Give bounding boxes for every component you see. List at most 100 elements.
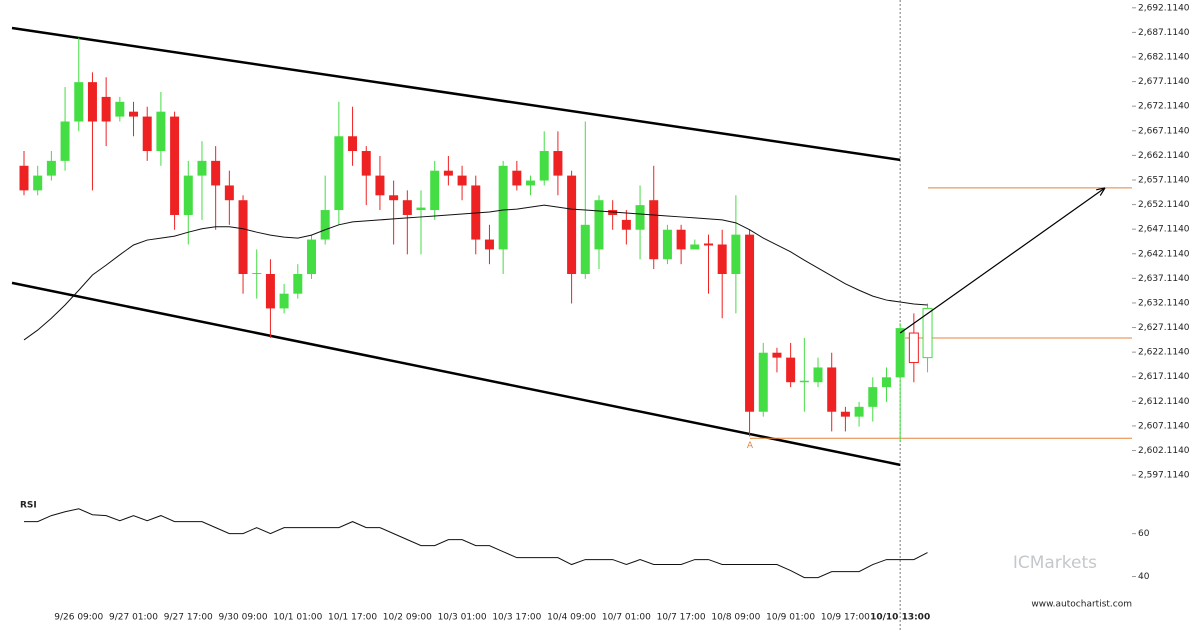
candle-body (87, 82, 97, 122)
x-tick-label: 10/9 01:00 (766, 613, 815, 623)
y-tick-label: 2,617.1140 (1138, 372, 1190, 382)
candle-body (881, 377, 891, 388)
candle-body (389, 195, 399, 201)
y-tick-label: 2,597.1140 (1138, 471, 1190, 481)
x-tick-label: 10/7 01:00 (602, 613, 651, 623)
candle-body (745, 234, 755, 412)
candle-body (101, 96, 111, 122)
candle-body (19, 165, 29, 191)
x-tick-label: 10/3 17:00 (492, 613, 541, 623)
candle-body (183, 175, 193, 215)
y-tick-label: 2,682.1140 (1138, 52, 1190, 62)
candle-body (443, 170, 453, 176)
candle-body (649, 200, 659, 260)
candle-body (799, 380, 809, 383)
candle-body (457, 175, 467, 186)
rsi-title: RSI (20, 501, 37, 511)
x-tick-label: 9/27 01:00 (109, 613, 158, 623)
x-tick-label: 10/1 01:00 (273, 613, 322, 623)
y-tick-label: 2,627.1140 (1138, 323, 1190, 333)
candle-body (662, 229, 672, 260)
candle-body (293, 273, 303, 294)
x-tick-label: 10/2 09:00 (383, 613, 432, 623)
x-tick-label: 10/1 17:00 (328, 613, 377, 623)
moving-average (23, 204, 928, 341)
candle-body (252, 273, 262, 275)
channel-line (11, 281, 901, 467)
candle-body (498, 165, 508, 250)
candle-body (594, 200, 604, 250)
y-tick-label: 2,652.1140 (1138, 200, 1190, 210)
candle-body (840, 411, 850, 417)
candle-body (813, 367, 823, 383)
candle-body (484, 239, 494, 250)
candle-body (676, 229, 686, 250)
y-tick-label: 2,672.1140 (1138, 102, 1190, 112)
candle-body (197, 160, 207, 176)
y-tick-label: 60 (1138, 529, 1150, 539)
candle-body (33, 175, 43, 191)
candle-body (908, 332, 919, 364)
arrow-head (1096, 187, 1106, 196)
candle-body (320, 210, 330, 240)
x-tick-label: 9/26 09:00 (54, 613, 103, 623)
candle-body (129, 111, 139, 117)
candle-body (211, 160, 221, 186)
candle-body (348, 136, 358, 152)
candle-body (224, 185, 234, 201)
candle-body (265, 273, 275, 309)
candle-body (690, 244, 700, 250)
rsi-line (24, 508, 928, 579)
x-tick-label: 9/27 17:00 (164, 613, 213, 623)
y-tick-label: 2,687.1140 (1138, 28, 1190, 38)
x-tick-label: 10/3 01:00 (438, 613, 487, 623)
candle-body (717, 244, 727, 274)
y-tick-label: 2,677.1140 (1138, 77, 1190, 87)
y-tick-label: 2,692.1140 (1138, 3, 1190, 13)
candle-body (731, 234, 741, 274)
candle-body (567, 175, 577, 274)
x-tick-label: 10/9 17:00 (821, 613, 870, 623)
marker-label: A (747, 441, 754, 451)
candle-body (580, 224, 590, 274)
candle-body (416, 207, 426, 211)
y-tick-label: 2,642.1140 (1138, 249, 1190, 259)
candle-body (539, 151, 549, 181)
candle-body (895, 328, 905, 378)
y-tick-label: 40 (1138, 572, 1150, 582)
watermark: ICMarkets (1013, 553, 1097, 573)
candle-body (827, 367, 837, 412)
candle-body (361, 151, 371, 176)
y-tick-label: 2,637.1140 (1138, 274, 1190, 284)
candle-body (786, 357, 796, 383)
y-tick-label: 2,622.1140 (1138, 348, 1190, 358)
x-tick-label: 9/30 09:00 (219, 613, 268, 623)
candle-body (512, 170, 522, 186)
candle-body (46, 160, 56, 176)
y-tick-label: 2,657.1140 (1138, 175, 1190, 185)
candle-body (430, 170, 440, 211)
y-tick-label: 2,662.1140 (1138, 151, 1190, 161)
source: www.autochartist.com (1031, 600, 1132, 610)
candle-body (334, 136, 344, 211)
candle-body (74, 82, 84, 122)
x-tick-label: 10/7 17:00 (657, 613, 706, 623)
x-tick-label: 10/8 09:00 (711, 613, 760, 623)
candle-body (306, 239, 316, 274)
candle-body (170, 116, 180, 215)
candle-body (922, 307, 933, 359)
candle-body (635, 205, 645, 230)
candle-body (60, 121, 70, 161)
y-tick-label: 2,667.1140 (1138, 126, 1190, 136)
y-tick-label: 2,647.1140 (1138, 225, 1190, 235)
x-tick-label: 10/4 09:00 (547, 613, 596, 623)
candle-body (402, 200, 412, 215)
candle-body (156, 111, 166, 152)
candle-body (375, 175, 385, 196)
channel-line (11, 26, 901, 162)
candle-body (553, 151, 563, 176)
candle-body (279, 293, 289, 309)
y-tick-label: 2,612.1140 (1138, 397, 1190, 407)
forecast-arrow (899, 187, 1106, 334)
